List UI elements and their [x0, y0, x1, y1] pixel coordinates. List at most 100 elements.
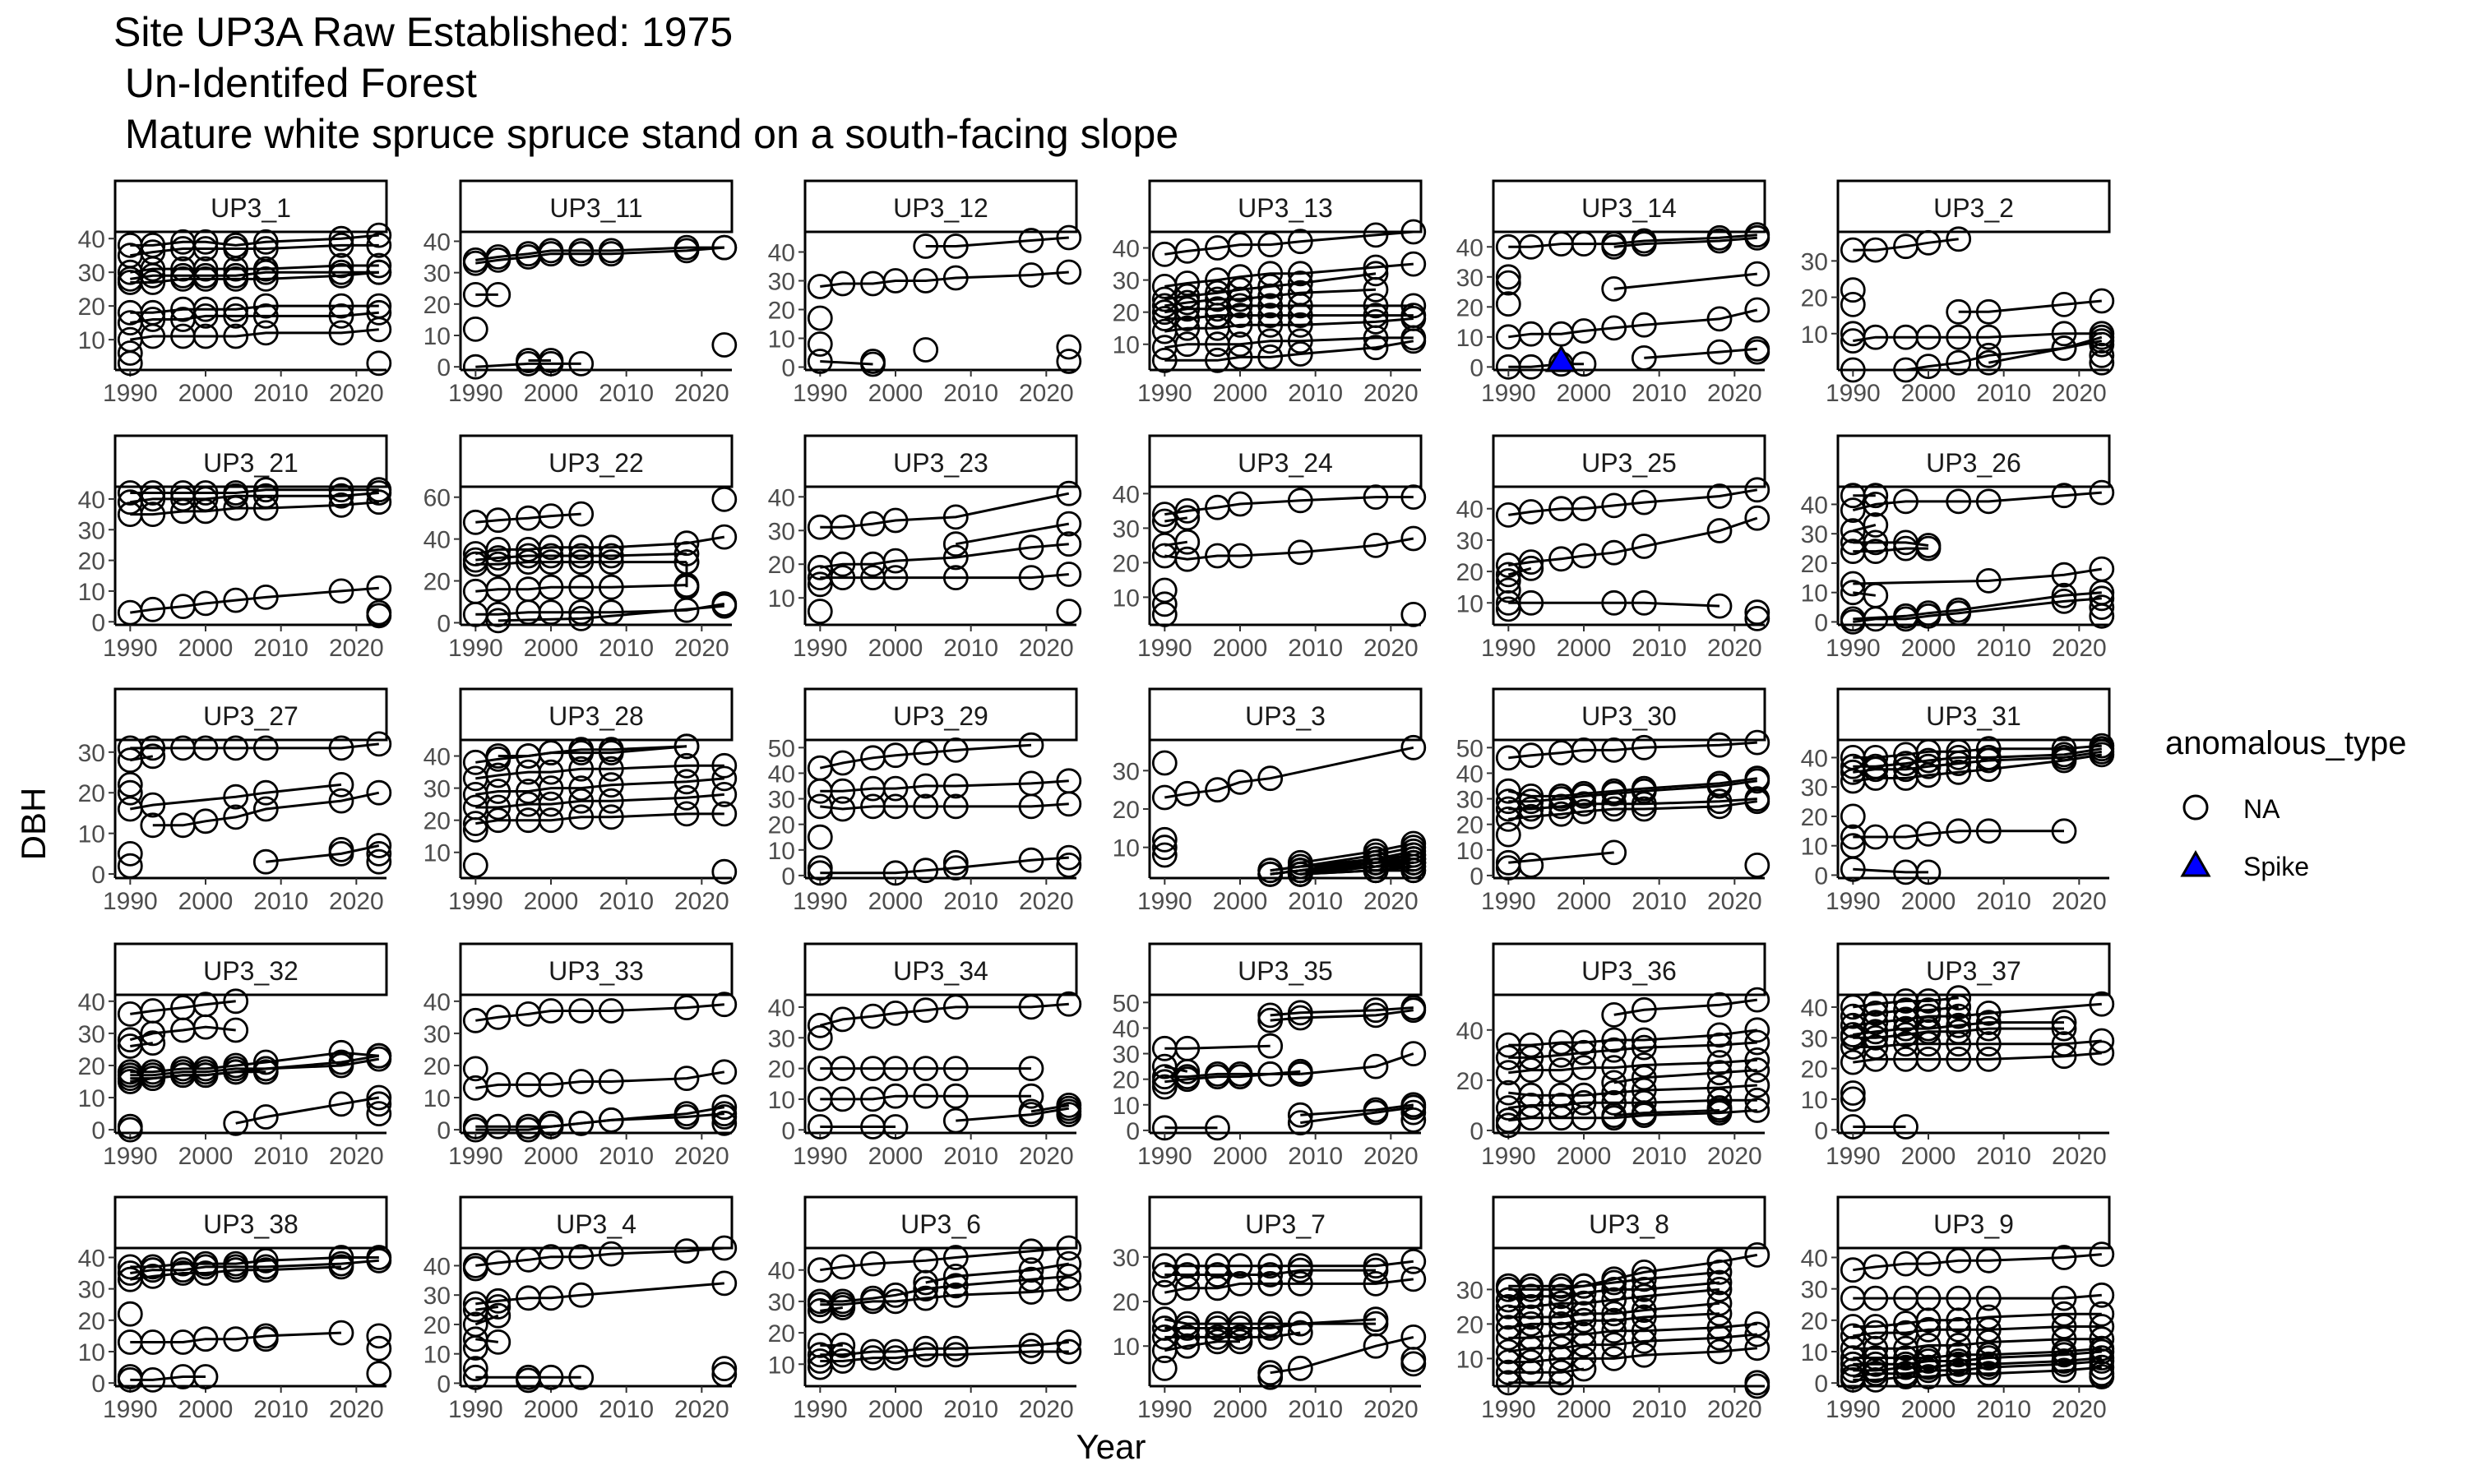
- data-point: [1946, 1342, 1972, 1368]
- x-tick-label: 2020: [1707, 1396, 1762, 1423]
- data-point: [1056, 791, 1082, 817]
- data-point: [1915, 1307, 1942, 1334]
- data-point: [1946, 488, 1972, 515]
- data-point: [1631, 231, 1657, 257]
- data-point: [942, 531, 969, 557]
- data-point: [1631, 778, 1657, 804]
- data-point: [192, 229, 219, 255]
- x-tick-label: 2000: [178, 1396, 234, 1423]
- data-point: [598, 740, 624, 765]
- x-tick-label: 2020: [329, 1396, 384, 1423]
- data-point: [1744, 1373, 1770, 1399]
- x-tick-label: 2000: [1557, 888, 1612, 915]
- data-point: [1975, 1285, 2002, 1311]
- data-point: [1744, 261, 1770, 287]
- data-point: [1946, 298, 1972, 325]
- panel-strip: [1836, 1195, 2111, 1250]
- data-point: [807, 1354, 833, 1380]
- data-point: [1744, 1029, 1770, 1056]
- data-point: [1257, 1253, 1284, 1279]
- x-tick-label: 2000: [868, 888, 923, 915]
- y-tick-label: 20: [78, 1053, 105, 1080]
- x-tick-label: 2020: [1707, 380, 1762, 407]
- data-point: [252, 303, 279, 329]
- data-point: [1018, 1238, 1044, 1264]
- series-line: [820, 1246, 1069, 1272]
- data-point: [1056, 1276, 1082, 1301]
- data-point: [252, 585, 279, 610]
- x-tick-label: 2020: [2052, 888, 2107, 915]
- y-tick-label: 30: [424, 1021, 451, 1048]
- data-point: [1363, 858, 1389, 884]
- x-tick-label: 1990: [1826, 380, 1881, 407]
- data-point: [462, 1356, 488, 1381]
- x-tick-label: 1990: [448, 635, 503, 662]
- data-point: [1174, 1315, 1201, 1341]
- data-point: [2051, 582, 2077, 608]
- y-tick-label: 50: [768, 735, 795, 762]
- data-point: [1363, 533, 1389, 558]
- data-point: [882, 1288, 909, 1315]
- data-point: [568, 1364, 595, 1390]
- data-point: [568, 740, 595, 765]
- x-tick-label: 2020: [1363, 888, 1419, 915]
- data-point: [1863, 1010, 1889, 1035]
- data-point: [673, 769, 700, 795]
- series-line: [820, 573, 1069, 580]
- data-point: [568, 775, 595, 801]
- data-point: [942, 233, 969, 259]
- data-point: [1744, 1017, 1770, 1043]
- panel-strip-label: UP3_1: [211, 193, 291, 223]
- data-point: [192, 323, 219, 349]
- data-point: [2089, 1282, 2115, 1308]
- data-point: [1174, 238, 1201, 264]
- data-point: [1915, 324, 1942, 350]
- data-point: [1863, 1024, 1889, 1051]
- data-point: [2089, 1028, 2115, 1054]
- data-point: [1518, 549, 1544, 575]
- series-line: [1508, 851, 1614, 864]
- panel-strip-label: UP3_34: [893, 956, 988, 986]
- y-tick-label: 40: [768, 1258, 795, 1285]
- data-point: [538, 348, 564, 373]
- data-point: [252, 1104, 279, 1130]
- data-point: [485, 794, 511, 821]
- data-point: [1174, 296, 1201, 322]
- x-tick-label: 2010: [1288, 1396, 1343, 1423]
- data-point: [1601, 1103, 1627, 1128]
- data-point: [1893, 488, 1919, 515]
- panel-up3-7: UP3_7 10 20 30 1990 2000 2010 2020: [1113, 1195, 1427, 1423]
- panel-strip-label: UP3_30: [1581, 701, 1677, 731]
- data-point: [830, 796, 856, 822]
- data-point: [1495, 855, 1521, 881]
- data-point: [711, 1104, 738, 1130]
- data-point: [1571, 737, 1597, 763]
- data-point: [538, 1072, 564, 1098]
- data-point: [192, 590, 219, 617]
- data-point: [485, 551, 511, 577]
- data-point: [366, 1101, 392, 1126]
- data-point: [882, 1282, 909, 1308]
- data-point: [328, 837, 354, 862]
- data-point: [1863, 539, 1889, 564]
- series-line: [820, 543, 1069, 569]
- y-tick-label: 10: [1801, 1339, 1828, 1366]
- data-point: [328, 1245, 354, 1270]
- data-point: [1257, 1033, 1284, 1059]
- y-tick-label: 40: [424, 744, 451, 771]
- data-point: [568, 606, 595, 631]
- data-point: [568, 534, 595, 561]
- data-point: [1863, 492, 1889, 517]
- data-point: [538, 1244, 564, 1270]
- data-point: [1631, 489, 1657, 515]
- data-point: [1056, 259, 1082, 285]
- data-point: [830, 1295, 856, 1320]
- data-point: [1227, 344, 1253, 370]
- panel-strip: [1492, 434, 1766, 488]
- data-point: [1227, 1315, 1253, 1341]
- data-point: [1840, 277, 1866, 303]
